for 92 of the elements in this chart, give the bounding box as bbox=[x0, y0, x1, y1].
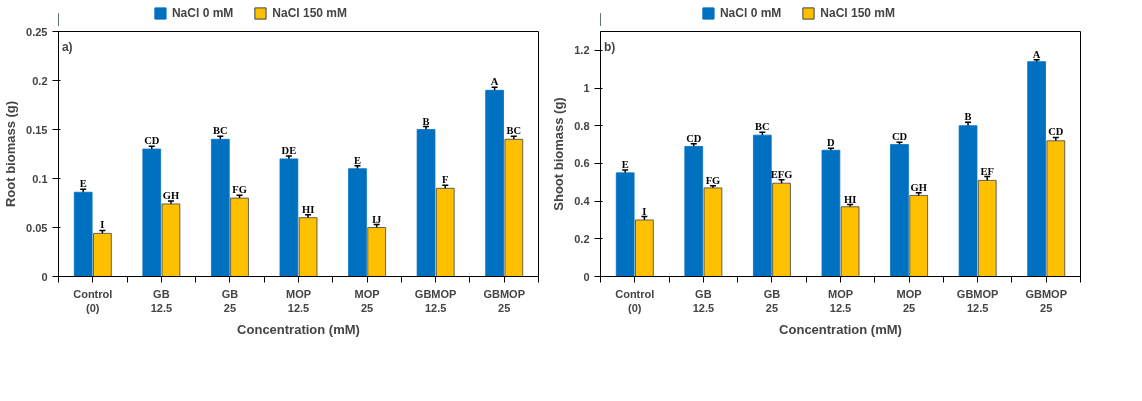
annotation: BC bbox=[213, 125, 228, 137]
annotation: D bbox=[827, 137, 836, 149]
annotation: CD bbox=[144, 135, 160, 147]
x-tick-label: MOP 12.5 bbox=[285, 287, 312, 314]
bar bbox=[161, 203, 181, 277]
annotation: I bbox=[642, 205, 647, 217]
bar bbox=[909, 195, 928, 277]
annotation: F bbox=[442, 174, 449, 186]
annotation: EF bbox=[980, 165, 994, 177]
annotation: CD bbox=[891, 131, 908, 143]
bar bbox=[890, 144, 909, 277]
annotation: GH bbox=[162, 190, 180, 202]
x-tick-label: GBMOP 12.5 bbox=[956, 287, 999, 314]
bar bbox=[211, 138, 230, 277]
bar bbox=[703, 187, 723, 277]
annotation: FG bbox=[232, 184, 247, 196]
x-tick-label: GBMOP 25 bbox=[483, 287, 525, 314]
bar bbox=[435, 187, 455, 277]
bar bbox=[367, 227, 386, 277]
y-tick-label: 0.1 bbox=[32, 172, 48, 185]
y-tick-label: 0.05 bbox=[26, 221, 48, 234]
annotation: HI bbox=[301, 203, 315, 215]
legend-label: NaCl 0 mM bbox=[719, 6, 782, 20]
bar bbox=[142, 148, 162, 277]
legend-label: NaCl 0 mM bbox=[171, 6, 234, 20]
bar bbox=[504, 138, 524, 277]
bar bbox=[298, 217, 318, 277]
annotation: BC bbox=[755, 121, 770, 133]
legend-label: NaCl 150 mM bbox=[820, 6, 896, 20]
annotation: A bbox=[1032, 48, 1041, 60]
y-tick-label: 0.2 bbox=[574, 232, 590, 245]
x-axis-title: Concentration (mM) bbox=[237, 321, 360, 337]
bar bbox=[615, 172, 635, 277]
bar bbox=[230, 197, 249, 277]
annotation: E bbox=[621, 159, 629, 171]
annotation: DE bbox=[281, 144, 297, 156]
annotation: b) bbox=[603, 39, 616, 54]
annotation: B bbox=[422, 115, 430, 127]
x-tick-label: MOP 25 bbox=[896, 287, 922, 314]
bar bbox=[977, 179, 997, 277]
annotation: CD bbox=[686, 132, 702, 144]
legend-label: NaCl 150 mM bbox=[272, 6, 348, 20]
y-tick-label: 0 bbox=[583, 270, 590, 283]
bar bbox=[840, 206, 860, 277]
annotation: GH bbox=[910, 181, 927, 193]
annotation: A bbox=[490, 76, 499, 88]
bar bbox=[416, 129, 436, 277]
x-tick-label: GBMOP 25 bbox=[1025, 287, 1067, 314]
y-axis-title: Shoot biomass (g) bbox=[551, 97, 567, 211]
bar bbox=[93, 232, 112, 277]
annotation: CD bbox=[1048, 126, 1064, 138]
annotation: BC bbox=[506, 125, 522, 137]
bar bbox=[821, 149, 841, 277]
y-tick-label: 0.8 bbox=[574, 119, 590, 132]
y-tick-label: 0.4 bbox=[574, 195, 591, 208]
y-axis-title: Root biomass (g) bbox=[3, 100, 19, 208]
y-tick-label: 1.2 bbox=[574, 44, 590, 57]
bar bbox=[485, 89, 504, 277]
bar bbox=[348, 168, 367, 277]
annotation: E bbox=[353, 154, 361, 166]
x-tick-label: GB 12.5 bbox=[150, 287, 173, 314]
y-tick-label: 0.6 bbox=[574, 157, 590, 170]
bar bbox=[1046, 140, 1066, 277]
annotation: I bbox=[100, 219, 105, 231]
bar bbox=[753, 134, 772, 277]
y-tick-label: 0.25 bbox=[26, 25, 48, 38]
annotation: a) bbox=[61, 39, 73, 54]
annotation: E bbox=[79, 178, 87, 190]
x-tick-label: GBMOP 12.5 bbox=[414, 287, 457, 314]
x-tick-label: Control (0) bbox=[73, 287, 113, 314]
annotation: IJ bbox=[372, 213, 382, 225]
x-tick-label: GB 25 bbox=[221, 287, 239, 314]
x-tick-label: Control (0) bbox=[615, 287, 655, 314]
y-tick-label: 1 bbox=[583, 82, 590, 95]
bar bbox=[279, 158, 299, 277]
bar bbox=[684, 146, 704, 277]
bar bbox=[635, 219, 654, 277]
x-tick-label: GB 12.5 bbox=[692, 287, 715, 314]
y-tick-label: 0 bbox=[41, 270, 48, 283]
x-tick-label: MOP 25 bbox=[354, 287, 380, 314]
bar bbox=[1027, 61, 1046, 277]
x-tick-label: GB 25 bbox=[763, 287, 781, 314]
x-tick-label: MOP 12.5 bbox=[827, 287, 854, 314]
bar bbox=[772, 182, 791, 277]
x-axis-title: Concentration (mM) bbox=[779, 321, 902, 337]
annotation: B bbox=[964, 111, 972, 123]
annotation: HI bbox=[843, 193, 857, 205]
bar bbox=[958, 125, 978, 277]
y-tick-label: 0.2 bbox=[32, 74, 48, 87]
bar bbox=[73, 191, 93, 277]
y-tick-label: 0.15 bbox=[26, 123, 48, 136]
annotation: FG bbox=[705, 174, 721, 186]
